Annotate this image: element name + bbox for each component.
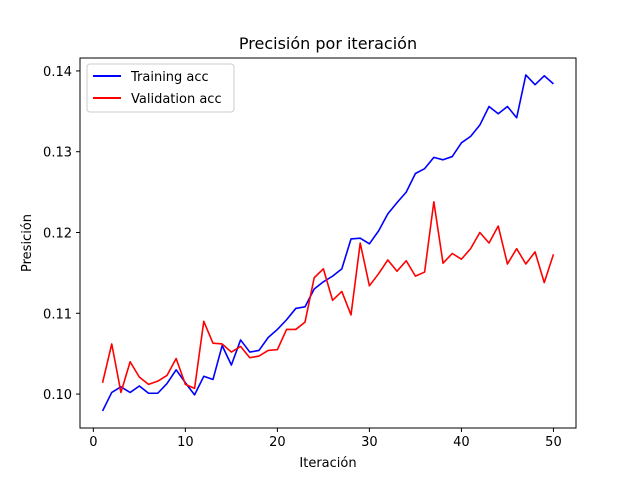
y-axis-ticks: 0.10 0.11 0.12 0.13 0.14 xyxy=(43,65,80,403)
x-tick-label: 30 xyxy=(361,435,378,450)
axes-frame xyxy=(79,57,577,429)
y-tick-label: 0.10 xyxy=(43,388,72,403)
plot-series xyxy=(101,74,555,412)
x-tick-label: 0 xyxy=(89,435,97,450)
legend-label-training: Training acc xyxy=(130,70,209,85)
series-line-0 xyxy=(101,74,554,412)
x-tick-label: 50 xyxy=(545,435,562,450)
x-tick-label: 10 xyxy=(177,435,194,450)
y-tick-label: 0.11 xyxy=(43,307,72,322)
series-line-1 xyxy=(101,201,555,394)
chart-title: Precisión por iteración xyxy=(239,34,417,53)
y-tick-label: 0.13 xyxy=(43,146,72,161)
legend: Training acc Validation acc xyxy=(86,63,235,113)
x-axis-ticks: 0 10 20 30 40 50 xyxy=(89,428,562,450)
y-axis-label: Presición xyxy=(20,214,35,272)
x-tick-label: 40 xyxy=(453,435,470,450)
y-tick-label: 0.12 xyxy=(43,226,72,241)
y-tick-label: 0.14 xyxy=(43,65,72,80)
x-axis-label: Iteración xyxy=(299,456,356,471)
x-tick-label: 20 xyxy=(269,435,286,450)
legend-box xyxy=(86,63,235,113)
legend-label-validation: Validation acc xyxy=(131,92,222,107)
